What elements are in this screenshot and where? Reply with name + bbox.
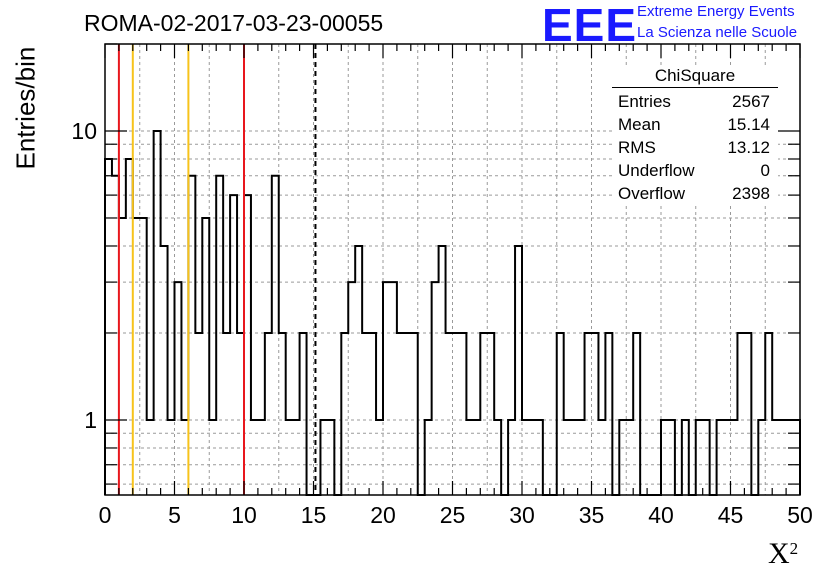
stats-row-entries: Entries 2567 (612, 90, 778, 113)
stats-row-underflow: Underflow 0 (612, 159, 778, 182)
x-axis-label-base: X (768, 537, 790, 570)
x-tick-label: 15 (301, 502, 327, 528)
x-tick-label: 5 (168, 502, 181, 528)
logo-line-1: Extreme Energy Events (637, 3, 795, 20)
stats-row-mean: Mean 15.14 (612, 113, 778, 136)
x-tick-label: 35 (579, 502, 605, 528)
stats-label: Overflow (618, 184, 686, 203)
stats-label: Mean (618, 115, 661, 134)
x-tick-label: 0 (99, 502, 112, 528)
stats-value: 15.14 (727, 115, 770, 134)
logo-line-2: La Scienza nelle Scuole (637, 24, 798, 41)
stats-value: 13.12 (727, 138, 770, 157)
stats-value: 2398 (732, 184, 770, 203)
y-tick-label: 10 (71, 118, 97, 144)
x-axis-label-sup: 2 (789, 539, 799, 558)
stats-label: Underflow (618, 161, 695, 180)
stats-label: Entries (618, 92, 671, 111)
x-axis-label: X2 (768, 537, 798, 571)
x-tick-label: 20 (370, 502, 396, 528)
stats-row-rms: RMS 13.12 (612, 136, 778, 159)
x-tick-label: 25 (440, 502, 466, 528)
x-tick-label: 40 (648, 502, 674, 528)
x-tick-label: 30 (509, 502, 535, 528)
y-axis-label: Entries/bin (10, 46, 41, 170)
stats-value: 2567 (732, 92, 770, 111)
chart-title: ROMA-02-2017-03-23-00055 (84, 10, 384, 36)
stats-box: ChiSquare Entries 2567 Mean 15.14 RMS 13.12… (612, 66, 778, 205)
stats-value: 0 (760, 161, 770, 180)
eee-logo: EEE (542, 0, 638, 51)
y-tick-label: 1 (84, 407, 97, 433)
stats-row-overflow: Overflow 2398 (612, 182, 778, 205)
x-tick-label: 10 (231, 502, 257, 528)
stats-label: RMS (618, 138, 656, 157)
stats-title: ChiSquare (612, 66, 778, 88)
x-tick-label: 45 (718, 502, 744, 528)
x-tick-label: 50 (787, 502, 813, 528)
